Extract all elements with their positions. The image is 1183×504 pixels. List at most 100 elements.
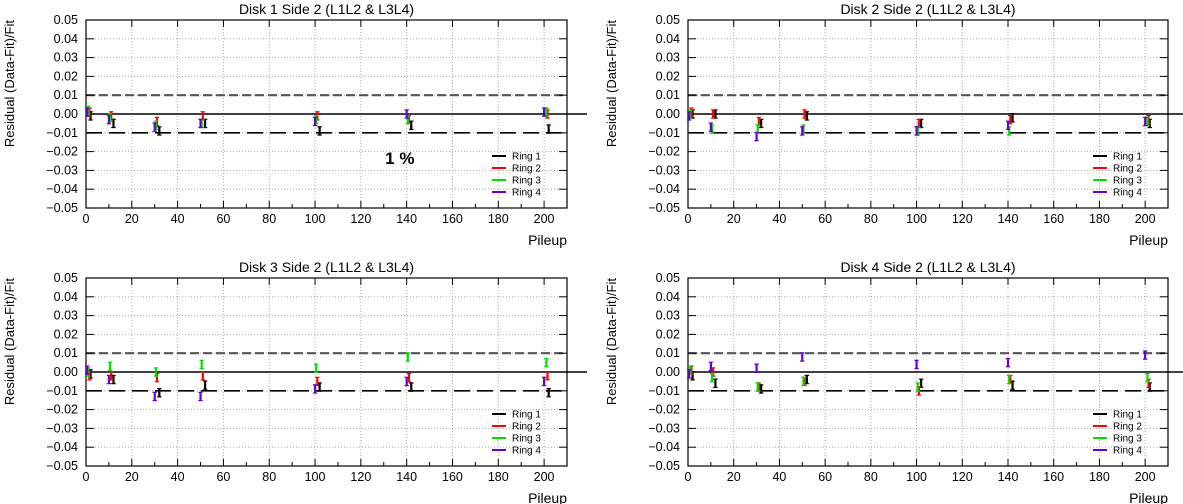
y-tick-label: 0.00 [54, 365, 78, 379]
data-point [914, 359, 919, 370]
legend-label: Ring 1 [512, 410, 541, 421]
x-tick-label: 160 [1043, 470, 1064, 484]
chart-panel-4: 0 20 40 60 80 100 120 140 160 180 200 0.05 0.04 0.03 0… [604, 259, 1183, 504]
legend-label: Ring 4 [1113, 188, 1142, 199]
legend-label: Ring 2 [512, 422, 541, 433]
data-point [708, 361, 714, 372]
y-tick-label: 0.03 [656, 309, 680, 323]
x-tick-label: 40 [772, 212, 786, 226]
series-ring-4 [84, 365, 547, 402]
data-point [84, 107, 90, 117]
data-point [915, 382, 920, 392]
data-point [802, 109, 807, 119]
y-tick-label: 0.00 [656, 365, 680, 379]
legend-label: Ring 3 [1113, 176, 1142, 187]
data-point [84, 365, 90, 375]
data-point [199, 359, 204, 370]
data-point [409, 382, 414, 392]
legend-label: Ring 4 [512, 446, 541, 457]
data-point [312, 384, 318, 394]
data-point [202, 380, 208, 390]
y-axis-label: Residual (Data-Fit)/Fit [2, 278, 17, 406]
data-point [107, 361, 113, 372]
data-point [1142, 116, 1148, 127]
x-tick-label: 80 [864, 470, 878, 484]
panel-title: Disk 4 Side 2 (L1L2 & L3L4) [840, 259, 1015, 275]
y-tick-label: −0.02 [46, 403, 78, 417]
series-ring-3 [86, 352, 549, 377]
data-point [153, 367, 159, 377]
y-tick-label: 0.02 [54, 69, 78, 83]
x-axis-label: Pileup [1129, 490, 1168, 504]
legend-label: Ring 1 [1113, 152, 1142, 163]
legend-label: Ring 2 [1113, 164, 1142, 175]
y-tick-label: −0.02 [46, 145, 78, 159]
x-tick-label: 120 [350, 212, 371, 226]
y-tick-label: 0.01 [656, 88, 680, 102]
series-ring-4 [686, 111, 1148, 142]
y-tick-label: 0.04 [54, 290, 78, 304]
x-tick-label: 120 [952, 470, 973, 484]
data-point [1006, 374, 1012, 385]
x-tick-label: 60 [818, 212, 832, 226]
legend-label: Ring 1 [512, 152, 541, 163]
y-tick-label: 0.02 [54, 327, 78, 341]
data-point [541, 376, 547, 387]
data-point [546, 124, 551, 134]
series-ring-3 [688, 365, 1150, 392]
x-tick-label: 40 [171, 470, 185, 484]
data-point [709, 372, 715, 383]
data-point [541, 107, 547, 117]
y-tick-label: 0.03 [656, 51, 680, 65]
x-tick-label: 180 [1089, 470, 1110, 484]
x-tick-label: 120 [350, 470, 371, 484]
y-tick-label: −0.01 [648, 384, 680, 398]
legend-label: Ring 1 [1113, 410, 1142, 421]
y-tick-label: 0.02 [656, 69, 680, 83]
y-tick-label: 0.04 [54, 32, 78, 46]
y-tick-label: −0.05 [46, 201, 78, 215]
x-tick-label: 100 [305, 470, 326, 484]
x-tick-label: 160 [1043, 212, 1064, 226]
data-point [754, 363, 759, 373]
chart-panel-1: 0 20 40 60 80 100 120 140 160 180 200 0.05 0.04 0.03 0… [2, 1, 587, 248]
x-tick-label: 0 [83, 470, 90, 484]
data-point [914, 126, 919, 136]
y-tick-label: −0.01 [648, 126, 680, 140]
y-tick-label: −0.03 [46, 163, 78, 177]
y-axis-label: Residual (Data-Fit)/Fit [2, 20, 17, 148]
chart-panel-2: 0 20 40 60 80 100 120 140 160 180 200 0.05 0.04 0.03 0… [604, 1, 1183, 248]
x-tick-label: 180 [488, 212, 509, 226]
data-point [317, 126, 322, 136]
x-tick-label: 0 [685, 212, 692, 226]
x-tick-label: 160 [442, 470, 463, 484]
x-tick-label: 80 [262, 470, 276, 484]
x-tick-label: 60 [818, 470, 832, 484]
y-tick-label: −0.04 [46, 182, 78, 196]
data-point [708, 122, 714, 132]
x-tick-label: 0 [83, 212, 90, 226]
x-tick-label: 40 [772, 470, 786, 484]
data-point [157, 126, 162, 136]
y-tick-label: 0.01 [54, 88, 78, 102]
x-tick-label: 100 [305, 212, 326, 226]
data-point [312, 116, 318, 127]
y-tick-label: 0.04 [656, 290, 680, 304]
y-tick-label: −0.04 [46, 440, 78, 454]
y-tick-label: −0.03 [46, 421, 78, 435]
x-tick-label: 100 [906, 212, 927, 226]
y-tick-label: 0.05 [54, 13, 78, 27]
data-point [1145, 372, 1150, 383]
x-tick-label: 180 [1089, 212, 1110, 226]
x-tick-label: 100 [906, 470, 927, 484]
data-point [1005, 120, 1011, 131]
y-tick-label: −0.03 [648, 163, 680, 177]
x-tick-label: 80 [262, 212, 276, 226]
y-tick-label: 0.05 [54, 271, 78, 285]
x-tick-label: 140 [396, 470, 417, 484]
series-ring-2 [87, 371, 550, 387]
data-point [157, 387, 162, 398]
data-point [800, 352, 805, 362]
y-tick-label: −0.04 [648, 440, 680, 454]
